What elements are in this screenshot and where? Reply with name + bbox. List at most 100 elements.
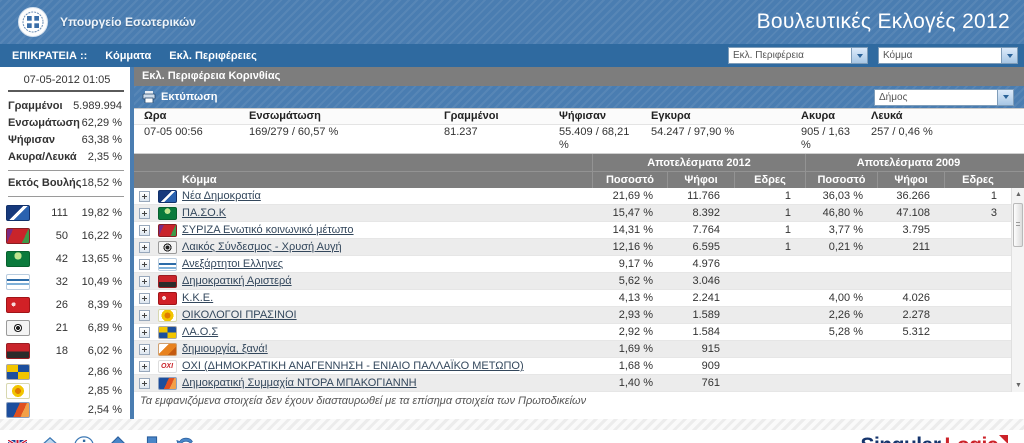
page-title: Βουλευτικές Εκλογές 2012 bbox=[756, 10, 1010, 33]
disclaimer-text: Τα εμφανιζόμενα στοιχεία δεν έχουν διαστ… bbox=[140, 395, 587, 407]
print-button[interactable]: Εκτύπωση bbox=[142, 91, 217, 103]
print-toolbar: Εκτύπωση Δήμος bbox=[134, 86, 1024, 108]
table-row: ΟΧΙ ΟΧΙ (ΔΗΜΟΚΡΑΤΙΚΗ ΑΝΑΓΕΝΝΗΣΗ - ΕΝΙΑΙΟ… bbox=[134, 358, 1024, 375]
results-body: Νέα Δημοκρατία 21,69 % 11.766 1 36,03 % … bbox=[134, 188, 1024, 392]
summary-value-voted: 55.409 / 68,21 % bbox=[559, 126, 630, 151]
party-link[interactable]: Δημοκρατική Συμμαχία ΝΤΟΡΑ ΜΠΑΚΟΓΙΑΝΝΗ bbox=[182, 377, 417, 389]
stat-invalid-blank: Ακυρα/Λευκά 2,35 % bbox=[8, 151, 122, 163]
summary-header-blank: Λευκά bbox=[871, 110, 903, 122]
scroll-down-arrow-icon[interactable]: ▼ bbox=[1015, 382, 1022, 389]
stat-registered: Γραμμένοι 5.989.994 bbox=[8, 100, 122, 112]
nav-bar: ΕΠΙΚΡΑΤΕΙΑ :: Κόμματα Εκλ. Περιφέρειες Ε… bbox=[0, 44, 1024, 67]
region-title-bar: Εκλ. Περιφέρεια Κορινθίας bbox=[134, 67, 1024, 86]
chevron-down-icon[interactable] bbox=[851, 48, 867, 63]
results-group-header: Αποτελέσματα 2012 Αποτελέσματα 2009 bbox=[134, 154, 1024, 171]
party-link[interactable]: Δημοκρατική Αριστερά bbox=[182, 275, 292, 287]
info-icon[interactable] bbox=[73, 435, 95, 443]
party-link[interactable]: ΠΑ.ΣΟ.Κ bbox=[182, 207, 227, 219]
main-panel: Εκλ. Περιφέρεια Κορινθίας Εκτύπωση Δήμος… bbox=[130, 67, 1024, 419]
party-link[interactable]: Ανεξάρτητοι Ελληνες bbox=[182, 258, 284, 270]
table-row: Νέα Δημοκρατία 21,69 % 11.766 1 36,03 % … bbox=[134, 188, 1024, 205]
party-link[interactable]: δημιουργία, ξανά! bbox=[182, 343, 268, 355]
nd-party-logo-icon bbox=[157, 189, 177, 203]
expand-icon[interactable] bbox=[138, 326, 150, 338]
expand-icon[interactable] bbox=[138, 224, 150, 236]
sidebar-party-nd: 111 19,82 % bbox=[6, 201, 128, 224]
sidebar-party-dimar: 18 6,02 % bbox=[6, 339, 128, 362]
xrysi-avgi-party-logo-icon bbox=[6, 319, 30, 336]
nd-party-logo-icon bbox=[6, 204, 30, 221]
sidebar-party-laos: 2,86 % bbox=[6, 362, 128, 381]
expand-icon[interactable] bbox=[138, 258, 150, 270]
sidebar-party-kke: 26 8,39 % bbox=[6, 293, 128, 316]
party-link[interactable]: Κ.Κ.Ε. bbox=[182, 292, 214, 304]
municipality-select[interactable]: Δήμος bbox=[874, 88, 1014, 106]
party-link[interactable]: ΛΑ.Ο.Σ bbox=[182, 326, 219, 338]
pasok-party-logo-icon bbox=[6, 250, 30, 267]
scroll-top-arrow-icon[interactable] bbox=[107, 435, 129, 443]
footer-stripe-band bbox=[0, 419, 1024, 430]
region-select[interactable]: Εκλ. Περιφέρεια bbox=[728, 47, 868, 64]
pasok-party-logo-icon bbox=[157, 206, 177, 220]
summary-header-incorporation: Ενσωμάτωση bbox=[249, 110, 321, 122]
column-seats-2009: Εδρες bbox=[944, 172, 1011, 188]
expand-icon[interactable] bbox=[138, 292, 150, 304]
syriza-party-logo-icon bbox=[157, 223, 177, 237]
stat-incorporation: Ενσωμάτωση 62,29 % bbox=[8, 117, 122, 129]
footer-bar: Singular Logic bbox=[0, 430, 1024, 443]
expand-icon[interactable] bbox=[138, 241, 150, 253]
expand-icon[interactable] bbox=[138, 190, 150, 202]
summary-value-blank: 257 / 0,46 % bbox=[871, 126, 933, 138]
anel-party-logo-icon bbox=[6, 273, 30, 290]
sidebar-party-prasinoi: 2,85 % bbox=[6, 381, 128, 400]
scroll-up-arrow-icon[interactable]: ▲ bbox=[1015, 191, 1022, 198]
column-seats-2012: Εδρες bbox=[734, 172, 805, 188]
table-row: δημιουργία, ξανά! 1,69 % 915 bbox=[134, 341, 1024, 358]
column-party: Κόμμα bbox=[182, 174, 217, 186]
expand-icon[interactable] bbox=[138, 207, 150, 219]
results-column-header: Κόμμα Ποσοστό Ψήφοι Εδρες Ποσοστό Ψήφοι … bbox=[134, 171, 1024, 188]
party-link[interactable]: ΟΙΚΟΛΟΓΟΙ ΠΡΑΣΙΝΟΙ bbox=[182, 309, 297, 321]
english-language-flag-icon[interactable] bbox=[8, 439, 27, 443]
home-icon[interactable] bbox=[39, 436, 61, 443]
nav-item-epikrateia[interactable]: ΕΠΙΚΡΑΤΕΙΑ :: bbox=[12, 49, 88, 62]
kke-party-logo-icon bbox=[157, 291, 177, 305]
dimar-party-logo-icon bbox=[6, 342, 30, 359]
laos-party-logo-icon bbox=[157, 325, 177, 339]
oxi-party-logo-icon: ΟΧΙ bbox=[157, 359, 177, 373]
party-link[interactable]: Λαικός Σύνδεσμος - Χρυσή Αυγή bbox=[182, 241, 342, 253]
summary-value-registered: 81.237 bbox=[444, 126, 478, 138]
table-row: Λαικός Σύνδεσμος - Χρυσή Αυγή 12,16 % 6.… bbox=[134, 239, 1024, 256]
expand-icon[interactable] bbox=[138, 275, 150, 287]
scroll-bottom-arrow-icon[interactable] bbox=[141, 435, 163, 443]
party-select[interactable]: Κόμμα bbox=[878, 47, 1018, 64]
logo-arrow-icon bbox=[999, 434, 1008, 443]
party-link[interactable]: Νέα Δημοκρατία bbox=[182, 190, 261, 202]
nav-item-kommata[interactable]: Κόμματα bbox=[105, 49, 152, 62]
expand-icon[interactable] bbox=[138, 343, 150, 355]
divider bbox=[8, 196, 124, 197]
vertical-scrollbar[interactable]: ▲ ▼ bbox=[1011, 188, 1024, 392]
chevron-down-icon[interactable] bbox=[1001, 48, 1017, 63]
refresh-icon[interactable] bbox=[175, 436, 197, 443]
chevron-down-icon[interactable] bbox=[997, 89, 1013, 105]
table-row: Κ.Κ.Ε. 4,13 % 2.241 4,00 % 4.026 bbox=[134, 290, 1024, 307]
table-row: Δημοκρατική Συμμαχία ΝΤΟΡΑ ΜΠΑΚΟΓΙΑΝΝΗ 1… bbox=[134, 375, 1024, 392]
nav-item-perifereies[interactable]: Εκλ. Περιφέρειες bbox=[169, 49, 257, 62]
xrysi-avgi-party-logo-icon bbox=[157, 240, 177, 254]
last-update-timestamp: 07-05-2012 01:05 bbox=[23, 74, 111, 86]
dimiourgia-xana-party-logo-icon bbox=[157, 342, 177, 356]
party-link[interactable]: ΣΥΡΙΖΑ Ενωτικό κοινωνικό μέτωπο bbox=[182, 224, 354, 236]
party-link[interactable]: ΟΧΙ (ΔΗΜΟΚΡΑΤΙΚΗ ΑΝΑΓΕΝΝΗΣΗ - ΕΝΙΑΙΟ ΠΑΛ… bbox=[182, 360, 524, 372]
singularlogic-logo[interactable]: Singular Logic bbox=[860, 434, 1008, 443]
expand-icon[interactable] bbox=[138, 360, 150, 372]
summary-table: Ωρα Ενσωμάτωση Γραμμένοι Ψήφισαν Εγκυρα … bbox=[134, 108, 1024, 154]
summary-value-incorporation: 169/279 / 60,57 % bbox=[249, 126, 339, 138]
prasinoi-party-logo-icon bbox=[6, 382, 30, 399]
stat-voted: Ψήφισαν 63,38 % bbox=[8, 134, 122, 146]
divider bbox=[8, 90, 124, 92]
scrollbar-thumb[interactable] bbox=[1013, 203, 1023, 247]
dimar-party-logo-icon bbox=[157, 274, 177, 288]
expand-icon[interactable] bbox=[138, 309, 150, 321]
expand-icon[interactable] bbox=[138, 377, 150, 389]
